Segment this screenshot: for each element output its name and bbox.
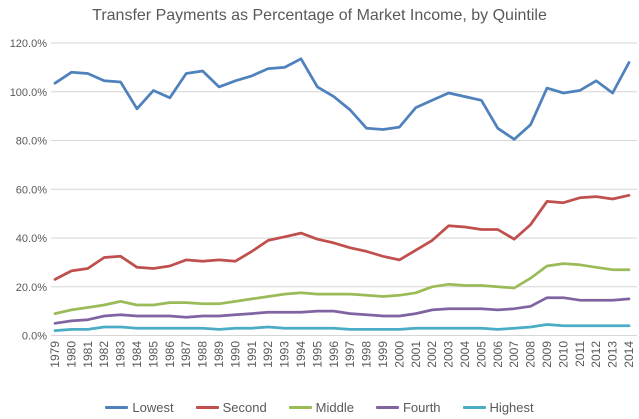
x-axis-tick-label: 1999 <box>376 341 390 368</box>
chart-title: Transfer Payments as Percentage of Marke… <box>92 7 547 24</box>
series-line-fourth <box>53 296 631 325</box>
x-axis-tick-label: 2010 <box>556 341 570 368</box>
y-axis-tick-label: 80.0% <box>16 136 47 148</box>
x-axis-tick-label: 2014 <box>622 341 636 368</box>
x-axis-tick-label: 1989 <box>212 341 226 368</box>
x-axis-tick-label: 1980 <box>64 341 78 368</box>
series-line-highest <box>53 323 631 332</box>
legend-item-middle: Middle <box>288 400 354 415</box>
y-axis-tick-label: 40.0% <box>16 233 47 245</box>
legend-label: Second <box>222 400 267 415</box>
legend-label: Fourth <box>402 400 441 415</box>
legend-line-marker-second <box>195 406 219 409</box>
y-axis-tick-label: 20.0% <box>16 282 47 294</box>
x-axis-tick-label: 1987 <box>179 341 193 368</box>
y-axis-tick-label: 120.0% <box>10 38 48 50</box>
legend-line-marker-middle <box>288 406 312 409</box>
x-axis-tick-label: 2004 <box>458 341 472 368</box>
x-axis-tick-label: 1990 <box>228 341 242 368</box>
legend-line-marker-fourth <box>375 406 399 409</box>
x-axis-tick-label: 2012 <box>589 341 603 368</box>
x-axis-tick-label: 1997 <box>343 341 357 368</box>
legend-line-marker-lowest <box>105 406 129 409</box>
x-axis-tick-label: 1981 <box>81 341 95 368</box>
y-axis-tick-label: 60.0% <box>16 184 47 196</box>
x-axis-tick-label: 2003 <box>442 341 456 368</box>
x-axis-tick-label: 2000 <box>392 341 406 368</box>
x-axis-tick-label: 2002 <box>425 341 439 368</box>
x-axis-tick-label: 1984 <box>130 341 144 368</box>
legend-item-second: Second <box>195 400 267 415</box>
x-axis-tick-label: 2009 <box>540 341 554 368</box>
legend-item-highest: Highest <box>462 400 534 415</box>
x-axis-tick-label: 1986 <box>163 341 177 368</box>
x-axis-tick-label: 1985 <box>146 341 160 368</box>
x-axis-tick-label: 1995 <box>310 341 324 368</box>
legend-item-lowest: Lowest <box>105 400 174 415</box>
series-line-second <box>53 193 631 281</box>
x-axis-tick-label: 1979 <box>48 341 62 368</box>
x-axis-tick-label: 1996 <box>327 341 341 368</box>
legend: Lowest Second Middle Fourth Highest <box>0 400 639 415</box>
y-axis-tick-label: 100.0% <box>10 87 48 99</box>
x-axis-tick-label: 1991 <box>245 341 259 368</box>
legend-label: Lowest <box>132 400 174 415</box>
legend-label: Middle <box>315 400 354 415</box>
x-axis-tick-label: 2013 <box>606 341 620 368</box>
series-line-lowest <box>53 57 631 141</box>
x-axis-tick-label: 2006 <box>491 341 505 368</box>
legend-label: Highest <box>489 400 534 415</box>
x-axis-tick-label: 1983 <box>114 341 128 368</box>
x-axis-tick-label: 1998 <box>360 341 374 368</box>
series-line-middle <box>53 262 631 315</box>
x-axis-tick-label: 1994 <box>294 341 308 368</box>
x-axis-tick-label: 1992 <box>261 341 275 368</box>
x-axis-tick-label: 2008 <box>524 341 538 368</box>
x-axis-tick-label: 2005 <box>474 341 488 368</box>
x-axis-tick-label: 1988 <box>196 341 210 368</box>
x-axis-tick-label: 1982 <box>97 341 111 368</box>
x-axis-tick-label: 1993 <box>278 341 292 368</box>
y-axis-tick-label: 0.0% <box>22 331 47 343</box>
legend-line-marker-highest <box>462 406 486 409</box>
x-axis-tick-label: 2011 <box>573 341 587 367</box>
legend-item-fourth: Fourth <box>375 400 441 415</box>
x-axis-tick-label: 2007 <box>507 341 521 368</box>
x-axis-tick-label: 2001 <box>409 341 423 368</box>
